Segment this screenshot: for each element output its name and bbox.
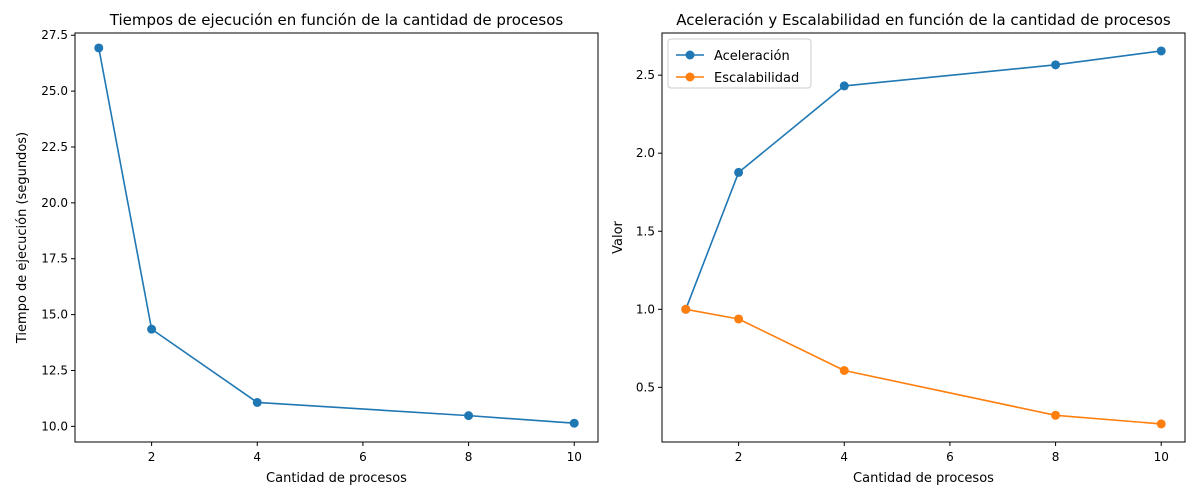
y-tick-label: 12.5 bbox=[41, 363, 68, 377]
x-axis-label: Cantidad de procesos bbox=[266, 471, 407, 486]
data-point bbox=[734, 314, 744, 324]
data-point bbox=[1156, 419, 1166, 429]
x-axis-label: Cantidad de procesos bbox=[853, 471, 994, 486]
chart-title: Aceleración y Escalabilidad en función d… bbox=[676, 11, 1171, 29]
y-tick-label: 20.0 bbox=[41, 196, 68, 210]
legend: Aceleración Escalabilidad bbox=[667, 38, 812, 89]
x-tick-label: 6 bbox=[946, 450, 954, 464]
x-tick-label: 2 bbox=[735, 450, 743, 464]
data-point bbox=[147, 324, 157, 334]
x-tick-label: 8 bbox=[465, 450, 473, 464]
data-point bbox=[1051, 410, 1061, 420]
y-tick-label: 22.5 bbox=[41, 140, 68, 154]
x-tick-label: 8 bbox=[1052, 450, 1060, 464]
y-tick-label: 1.0 bbox=[636, 302, 655, 316]
y-tick-label: 25.0 bbox=[41, 84, 68, 98]
y-tick-label: 2.0 bbox=[636, 146, 655, 160]
data-point bbox=[1051, 60, 1061, 70]
legend-box bbox=[667, 38, 812, 89]
y-axis-label: Valor bbox=[611, 220, 626, 253]
legend-swatch-marker bbox=[685, 72, 695, 82]
plot-frame bbox=[661, 32, 1186, 443]
legend-swatch-marker bbox=[685, 50, 695, 60]
y-tick-label: 17.5 bbox=[41, 252, 68, 266]
data-point bbox=[839, 366, 849, 376]
data-point bbox=[569, 418, 579, 428]
legend-label: Escalabilidad bbox=[714, 71, 799, 86]
plot-frame bbox=[74, 32, 599, 443]
y-tick-label: 10.0 bbox=[41, 419, 68, 433]
chart-title: Tiempos de ejecución en función de la ca… bbox=[109, 11, 564, 29]
data-point bbox=[252, 397, 262, 407]
speedup-scalability-chart: Aceleración y Escalabilidad en función d… bbox=[611, 11, 1186, 486]
x-tick-label: 4 bbox=[253, 450, 261, 464]
data-point bbox=[464, 411, 474, 421]
x-tick-label: 4 bbox=[840, 450, 848, 464]
y-tick-label: 2.5 bbox=[636, 68, 655, 82]
data-point bbox=[94, 43, 104, 53]
x-tick-label: 10 bbox=[567, 450, 582, 464]
x-tick-label: 6 bbox=[359, 450, 367, 464]
data-point bbox=[1156, 46, 1166, 56]
data-point bbox=[681, 304, 691, 314]
legend-label: Aceleración bbox=[714, 49, 790, 64]
y-tick-label: 0.5 bbox=[636, 380, 655, 394]
y-tick-label: 27.5 bbox=[41, 28, 68, 42]
data-point bbox=[839, 81, 849, 91]
y-tick-label: 1.5 bbox=[636, 224, 655, 238]
data-point bbox=[734, 167, 744, 177]
execution-time-chart: Tiempos de ejecución en función de la ca… bbox=[15, 11, 599, 486]
y-tick-label: 15.0 bbox=[41, 308, 68, 322]
x-tick-label: 2 bbox=[148, 450, 156, 464]
x-tick-label: 10 bbox=[1154, 450, 1169, 464]
y-axis-label: Tiempo de ejecución (segundos) bbox=[15, 132, 30, 344]
